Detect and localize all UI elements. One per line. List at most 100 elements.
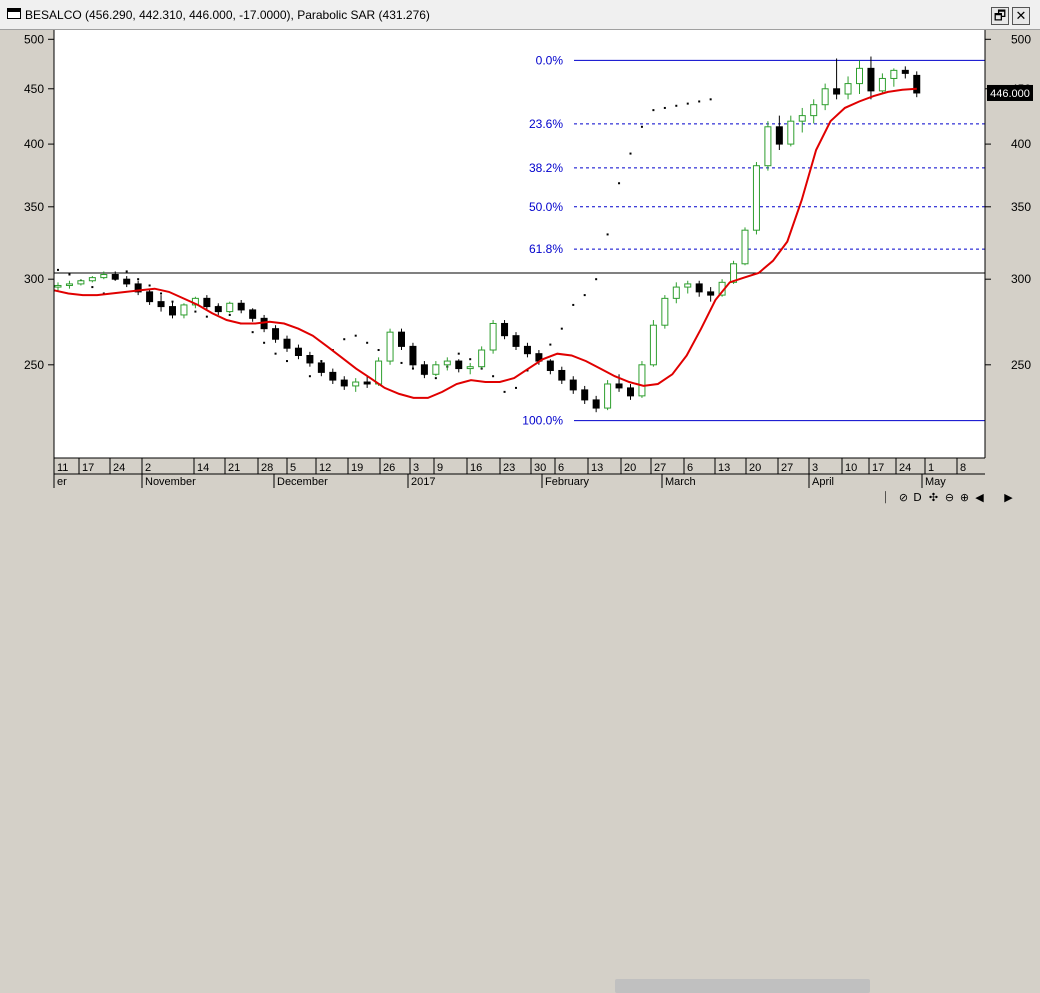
x-tick-label: 24 xyxy=(113,462,125,474)
x-tick-label: 9 xyxy=(437,462,443,474)
x-tick-label: 6 xyxy=(558,462,564,474)
candle-body xyxy=(443,360,451,366)
chart-window-icon xyxy=(7,8,21,19)
sar-dot xyxy=(698,100,701,103)
candle-body xyxy=(764,126,772,167)
sar-dot xyxy=(595,278,598,281)
sar-dot xyxy=(675,104,678,107)
sar-dot xyxy=(663,106,666,109)
candle-body xyxy=(54,284,62,288)
month-label: December xyxy=(277,476,328,488)
candle-body xyxy=(272,328,280,340)
candle-body xyxy=(489,322,497,351)
x-tick-label: 2 xyxy=(145,462,151,474)
sar-dot xyxy=(57,268,59,271)
title-bar: BESALCO (456.290, 442.310, 446.000, -17.… xyxy=(0,0,1040,30)
nav-button-7[interactable]: ▶ xyxy=(1004,491,1013,504)
candle-body xyxy=(134,283,142,293)
sar-dot xyxy=(469,358,472,361)
candle-body xyxy=(77,280,85,285)
candle-body xyxy=(100,274,108,279)
sar-dot xyxy=(686,102,689,105)
candle-body xyxy=(661,297,669,326)
nav-button-5[interactable]: ⊕ xyxy=(959,491,970,504)
close-button[interactable]: ✕ xyxy=(1012,7,1030,25)
month-label: er xyxy=(57,476,67,488)
month-label: March xyxy=(665,476,696,488)
month-label: 2017 xyxy=(411,476,435,488)
x-tick-label: 3 xyxy=(812,462,818,474)
candle-body xyxy=(283,338,291,349)
fib-level-label: 100.0% xyxy=(522,414,563,428)
sar-dot xyxy=(125,270,128,273)
candle-body xyxy=(833,88,841,95)
candle-body xyxy=(913,74,921,94)
sar-dot xyxy=(457,352,460,355)
candle-body xyxy=(237,302,245,311)
candle-body xyxy=(398,331,405,347)
x-tick-label: 3 xyxy=(413,462,419,474)
candle-body xyxy=(890,69,898,79)
y-tick-label-left: 400 xyxy=(24,137,44,151)
candle-body xyxy=(695,283,703,293)
restore-button[interactable]: 🗗 xyxy=(991,7,1009,25)
x-tick-label: 23 xyxy=(503,462,515,474)
sar-dot xyxy=(68,273,71,276)
y-tick-label-right: 400 xyxy=(1011,137,1031,151)
x-tick-label: 17 xyxy=(82,462,94,474)
candle-body xyxy=(317,362,325,373)
sar-dot xyxy=(205,315,208,318)
candle-body xyxy=(684,283,692,288)
nav-button-3[interactable]: ✣ xyxy=(928,491,939,504)
nav-button-6[interactable]: ◀ xyxy=(975,491,984,504)
candle-body xyxy=(455,360,463,370)
x-tick-label: 17 xyxy=(872,462,884,474)
candle-body xyxy=(844,83,852,95)
nav-button-4[interactable]: ⊖ xyxy=(944,491,955,504)
x-tick-label: 13 xyxy=(718,462,730,474)
candle-body xyxy=(558,369,566,381)
y-tick-label-left: 350 xyxy=(24,200,44,214)
candle-body xyxy=(88,277,96,282)
candle-body xyxy=(65,283,73,286)
sar-dot xyxy=(377,349,380,352)
nav-button-1[interactable]: ⊘ xyxy=(898,491,909,504)
candle-body xyxy=(157,301,165,308)
nav-button-0[interactable]: ⏐ xyxy=(882,491,889,504)
sar-dot xyxy=(492,375,495,378)
sar-dot xyxy=(434,377,437,380)
last-price-tag xyxy=(987,84,1033,101)
candle-body xyxy=(169,306,176,316)
candle-body xyxy=(478,349,486,368)
x-tick-label: 16 xyxy=(470,462,482,474)
sar-dot xyxy=(354,334,357,337)
fib-level-label: 50.0% xyxy=(529,200,563,214)
x-tick-label: 14 xyxy=(197,462,209,474)
candle-body xyxy=(604,383,612,409)
y-tick-label-left: 450 xyxy=(24,82,44,96)
candle-body xyxy=(615,383,623,389)
horizontal-scroll-thumb[interactable] xyxy=(615,979,870,993)
y-tick-label-left: 300 xyxy=(24,272,44,286)
sar-dot xyxy=(194,310,197,313)
sar-dot xyxy=(366,341,369,344)
candle-body xyxy=(512,335,520,347)
x-tick-label: 8 xyxy=(960,462,966,474)
sar-dot xyxy=(400,361,403,364)
x-tick-label: 10 xyxy=(845,462,857,474)
x-tick-label: 11 xyxy=(57,462,68,474)
candle-body xyxy=(867,67,875,92)
candle-body xyxy=(123,278,131,285)
nav-button-2[interactable]: D xyxy=(913,491,922,504)
sar-dot xyxy=(652,109,655,112)
sar-dot xyxy=(91,286,94,289)
month-label: February xyxy=(545,476,590,488)
candle-body xyxy=(111,274,119,280)
month-label: May xyxy=(925,476,946,488)
x-tick-label: 30 xyxy=(534,462,546,474)
x-tick-label: 28 xyxy=(261,462,273,474)
candle-body xyxy=(821,88,829,106)
price-chart: 0.0% 23.6% 38.2% 50.0% 61.8% 100.0% 250 250 300… xyxy=(0,30,1040,488)
candle-body xyxy=(352,381,360,387)
candle-body xyxy=(420,364,428,375)
